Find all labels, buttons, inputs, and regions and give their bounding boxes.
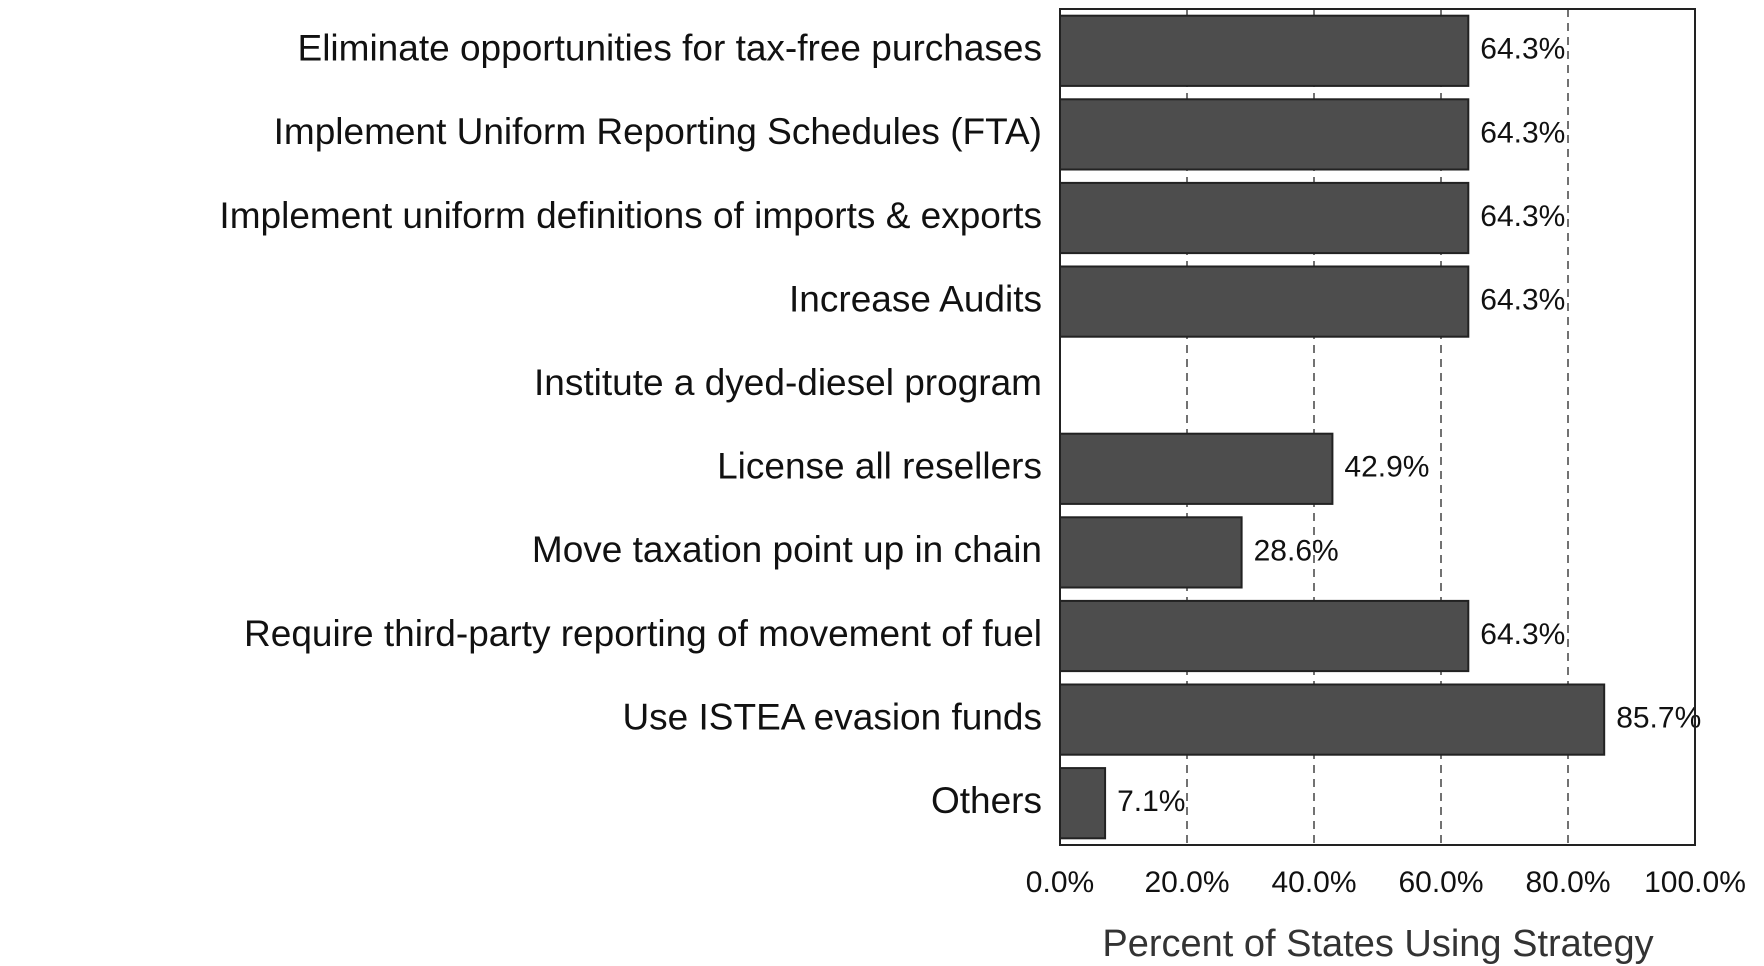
bar	[1059, 599, 1470, 673]
y-tick-label: Move taxation point up in chain	[532, 529, 1042, 570]
y-tick-label: License all resellers	[717, 446, 1042, 487]
value-label: 64.3%	[1480, 33, 1565, 66]
x-tick-label: 0.0%	[1026, 866, 1094, 899]
value-label: 7.1%	[1117, 785, 1185, 818]
value-label: 64.3%	[1480, 116, 1565, 149]
value-label: 42.9%	[1344, 451, 1429, 484]
y-tick-label: Eliminate opportunities for tax-free pur…	[298, 28, 1042, 69]
value-label: 28.6%	[1254, 534, 1339, 567]
x-tick-label: 20.0%	[1144, 866, 1229, 899]
bar	[1059, 432, 1334, 505]
y-tick-label: Institute a dyed-diesel program	[534, 362, 1042, 403]
y-tick-label: Use ISTEA evasion funds	[622, 696, 1042, 737]
value-label: 64.3%	[1480, 284, 1565, 317]
bar	[1059, 265, 1470, 338]
x-axis-label: Percent of States Using Strategy	[1102, 923, 1653, 965]
value-label: 64.3%	[1480, 618, 1565, 651]
value-label: 64.3%	[1480, 200, 1565, 233]
bar	[1059, 767, 1107, 840]
x-tick-label: 80.0%	[1525, 866, 1610, 899]
bar	[1059, 683, 1606, 756]
y-tick-label: Require third-party reporting of movemen…	[244, 613, 1042, 654]
value-label: 85.7%	[1616, 702, 1701, 735]
x-tick-label: 100.0%	[1644, 866, 1746, 899]
bar	[1059, 14, 1470, 87]
y-tick-label: Others	[931, 780, 1042, 821]
plot-frame	[1059, 8, 1696, 846]
y-tick-label: Increase Audits	[789, 278, 1042, 319]
x-tick-label: 40.0%	[1271, 866, 1356, 899]
bar	[1059, 98, 1470, 171]
x-tick-label: 60.0%	[1398, 866, 1483, 899]
bar	[1059, 516, 1243, 589]
y-tick-label: Implement uniform definitions of imports…	[219, 195, 1042, 236]
bar	[1059, 181, 1470, 255]
y-tick-label: Implement Uniform Reporting Schedules (F…	[274, 111, 1042, 152]
